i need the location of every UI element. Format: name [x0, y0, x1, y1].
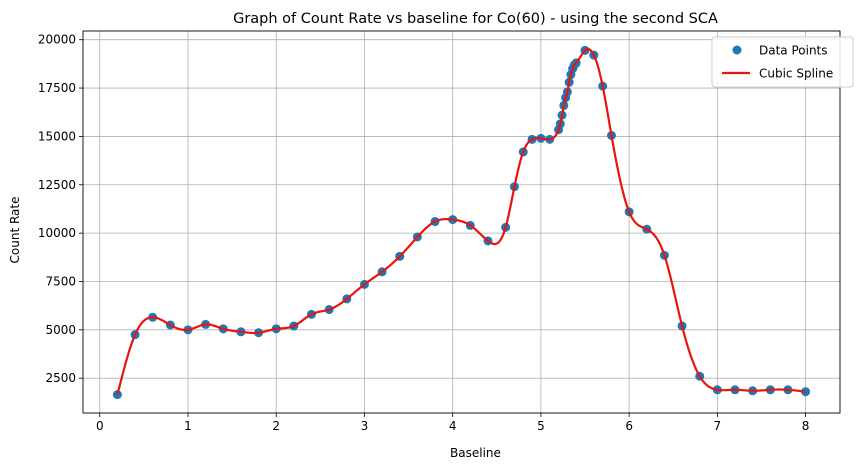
legend-label-data-points: Data Points: [759, 44, 828, 58]
x-tick-label: 4: [449, 419, 457, 433]
y-tick-label: 12500: [38, 178, 76, 192]
y-tick-label: 2500: [45, 371, 76, 385]
y-tick-label: 5000: [45, 323, 76, 337]
plot-frame: [82, 30, 841, 414]
x-tick-label: 7: [714, 419, 722, 433]
y-tick-label: 10000: [38, 226, 76, 240]
y-tick-label: 20000: [38, 33, 76, 47]
x-tick-label: 1: [184, 419, 192, 433]
x-tick-label: 6: [625, 419, 633, 433]
plot-area: 0 1 2 3 4 5 6 7 8 2500 5000 7500 10000 12500 15000 1750…: [38, 30, 841, 433]
x-axis-title: Baseline: [450, 446, 501, 460]
data-point: [801, 387, 811, 397]
x-tick-label: 0: [96, 419, 104, 433]
x-tick-label: 2: [272, 419, 280, 433]
y-axis-title: Count Rate: [8, 197, 22, 264]
y-tick-label: 7500: [45, 274, 76, 288]
legend-box: [711, 36, 854, 88]
y-tick-label: 15000: [38, 129, 76, 143]
legend: Data Points Cubic Spline: [711, 36, 854, 88]
x-tick-label: 5: [537, 419, 545, 433]
legend-label-cubic-spline: Cubic Spline: [759, 67, 833, 81]
x-tick-label: 8: [802, 419, 810, 433]
x-tick-label: 3: [361, 419, 369, 433]
y-tick-label: 17500: [38, 81, 76, 95]
chart-title: Graph of Count Rate vs baseline for Co(6…: [233, 11, 718, 27]
legend-marker-data-points: [732, 45, 742, 55]
cubic-spline-line: [116, 47, 807, 395]
